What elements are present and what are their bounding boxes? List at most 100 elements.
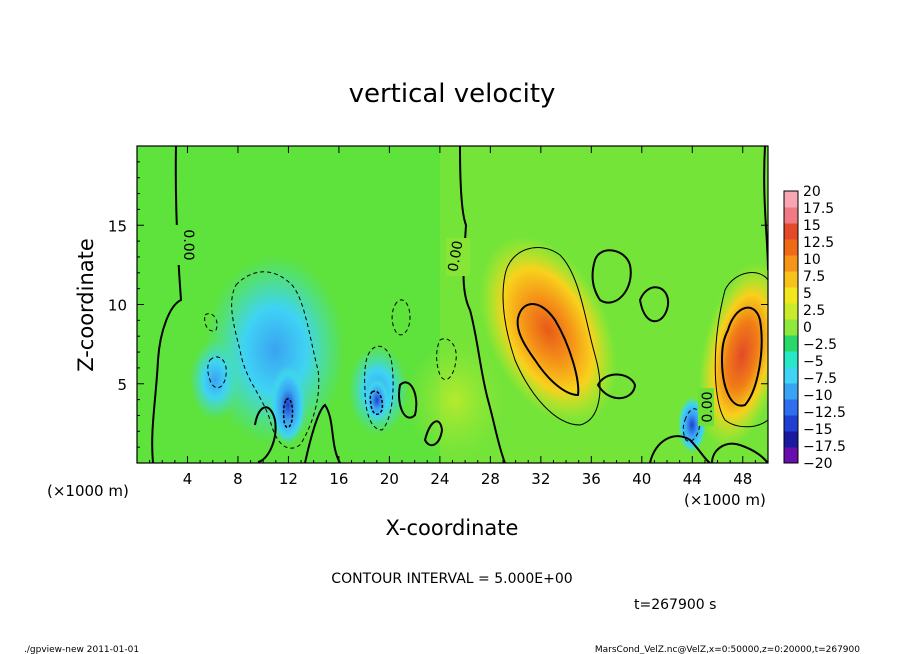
contour-label: 0.00 (445, 240, 466, 273)
colorbar: 2017.51512.5107.552.50−2.5−5−7.5−10−12.5… (783, 184, 846, 472)
colorbar-frame (783, 190, 799, 464)
plot-area: 0.00 0.00 0.00 (137, 146, 768, 463)
contour-label: 0.00 (700, 391, 716, 422)
colorbar-label: 10 (803, 252, 821, 268)
colorbar-label: −10 (803, 388, 833, 404)
neg-contour-12km (231, 271, 320, 449)
colorbar-swatch (784, 207, 798, 224)
x-tick-label: 40 (632, 470, 651, 488)
colorbar-label: −5 (803, 354, 824, 370)
downdraft-core-12km (270, 365, 306, 445)
colorbar-label: 15 (803, 218, 821, 234)
x-tick-label: 44 (683, 470, 702, 488)
neg-contour-12km-inner (282, 398, 294, 429)
x-tick-label: 24 (430, 470, 449, 488)
y-tick-label: 5 (117, 376, 127, 394)
x-tick-label: 20 (380, 470, 399, 488)
colorbar-label: −15 (803, 422, 833, 438)
x-axis-title: X-coordinate (386, 516, 519, 540)
colorbar-label: 5 (803, 286, 812, 302)
zero-contour-14km (304, 403, 341, 463)
x-tick-label: 32 (531, 470, 550, 488)
colorbar-label: −17.5 (803, 439, 846, 455)
y-axis-title: Z-coordinate (74, 238, 98, 372)
colorbar-swatch (784, 239, 798, 256)
x-unit-label-left: (×1000 m) (47, 482, 129, 500)
time-label: t=267900 s (634, 597, 716, 613)
x-tick-label: 12 (279, 470, 298, 488)
colorbar-swatch (784, 191, 798, 208)
x-tick-label: 8 (233, 470, 243, 488)
colorbar-label: 20 (803, 184, 821, 200)
colorbar-swatch (784, 319, 798, 336)
updraft-core-48km (698, 261, 768, 449)
y-axis: 5 10 15 (108, 161, 768, 448)
x-unit-label-right: (×1000 m) (684, 491, 766, 509)
zero-contour-40km (638, 286, 670, 323)
contour-0-updraft-48km (714, 272, 768, 428)
neg-contour-6km (204, 313, 218, 332)
colorbar-swatch (784, 335, 798, 352)
x-tick-label: 36 (582, 470, 601, 488)
neg-contour-7km (207, 356, 227, 389)
zero-contour-46km (711, 442, 768, 463)
contour-5-core-48km (720, 306, 763, 407)
downdraft-region-12km (205, 255, 345, 445)
y-tick-label: 15 (108, 217, 127, 235)
colorbar-swatch (784, 255, 798, 272)
contour-label: 0.00 (180, 229, 196, 260)
colorbar-swatch (784, 287, 798, 304)
colorbar-label: 0 (803, 320, 812, 336)
downdraft-core-19km (365, 378, 389, 422)
colorbar-swatch (784, 399, 798, 416)
colorbar-swatch (784, 303, 798, 320)
y-tick-label: 10 (108, 297, 127, 315)
colorbar-label: −2.5 (803, 337, 837, 353)
colorbar-label: −12.5 (803, 405, 846, 421)
neg-contour-22km (391, 299, 411, 336)
colorbar-swatch (784, 415, 798, 432)
zero-contour-43km (649, 435, 711, 463)
contour-0-updraft-32km (502, 247, 601, 426)
x-tick-label: 4 (183, 470, 193, 488)
contours (151, 146, 768, 463)
colorbar-label: −7.5 (803, 371, 837, 387)
neg-contour-19km-inner (369, 390, 384, 416)
colorbar-label: 12.5 (803, 235, 834, 251)
contour-labels: 0.00 0.00 0.00 (170, 225, 716, 426)
x-tick-label: 48 (733, 470, 752, 488)
zero-contour-19km (398, 381, 418, 419)
contour-interval: CONTOUR INTERVAL = 5.000E+00 (331, 571, 572, 587)
neg-contour-25km (436, 338, 457, 380)
colorbar-label: −20 (803, 456, 833, 472)
contour-5-core-32km (516, 303, 580, 397)
footer-left: ./gpview-new 2011-01-01 (24, 645, 139, 654)
colorbar-label: 17.5 (803, 201, 834, 217)
x-tick-label: 16 (329, 470, 348, 488)
colorbar-label: 7.5 (803, 269, 825, 285)
neg-contour-43km (682, 408, 701, 442)
colorbar-swatch (784, 271, 798, 288)
colorbar-swatch (784, 351, 798, 368)
zero-contour-11km (254, 406, 277, 463)
zero-contour-22km (423, 420, 444, 447)
weak-updraft-region (405, 340, 505, 460)
chart-title: vertical velocity (349, 79, 556, 109)
zero-contour-37km (591, 249, 632, 304)
neg-contour-19km (364, 345, 394, 431)
downdraft-region-6km (190, 340, 240, 420)
colorbar-label: 2.5 (803, 303, 825, 319)
zero-contour-38km (596, 373, 637, 400)
colorbar-swatch (784, 447, 798, 464)
x-axis: 4 8 12 16 20 24 28 32 36 40 44 48 (149, 146, 756, 488)
x-tick-label: 28 (481, 470, 500, 488)
colorbar-swatch (784, 383, 798, 400)
colorbar-swatch (784, 431, 798, 448)
updraft-core-32km (479, 235, 617, 425)
footer-right: MarsCond_VelZ.nc@VelZ,x=0:50000,z=0:2000… (595, 645, 860, 654)
zero-contour-middle (459, 146, 506, 463)
zero-contour-left (151, 146, 183, 463)
colorbar-swatch (784, 367, 798, 384)
colorbar-swatch (784, 223, 798, 240)
